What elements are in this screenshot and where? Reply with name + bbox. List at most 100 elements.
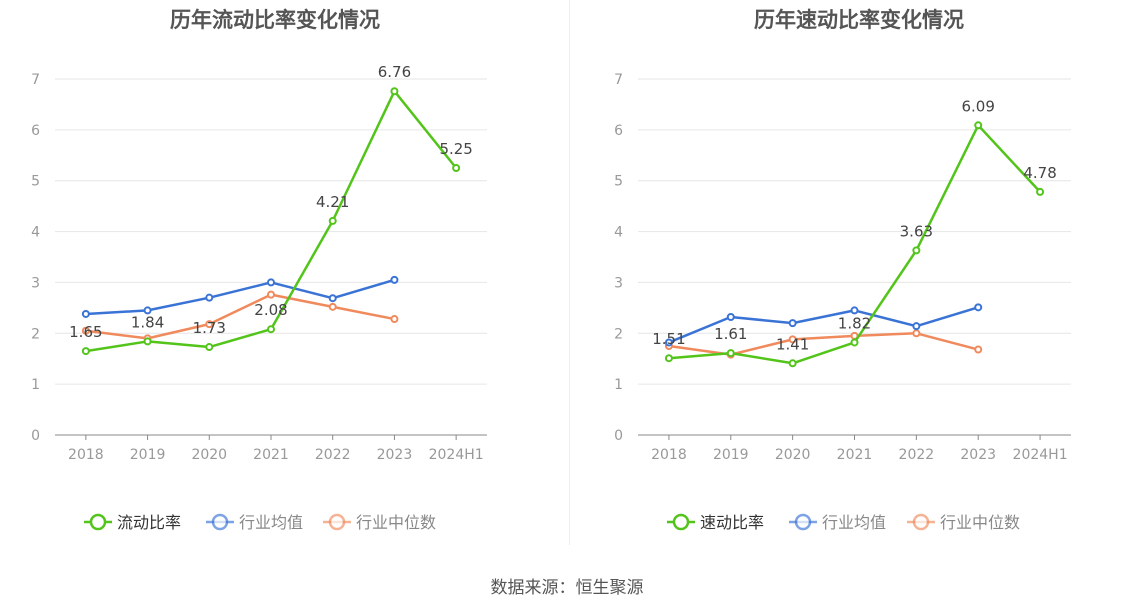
data-point [390, 315, 399, 324]
data-point [328, 216, 337, 225]
x-tick-label: 2024H1 [1013, 447, 1068, 463]
data-label: 1.61 [714, 325, 747, 343]
series-line [85, 293, 395, 340]
legend-marker [211, 513, 229, 531]
series-industry_avg [664, 303, 983, 347]
data-label: 1.84 [131, 313, 164, 331]
data-point [81, 326, 90, 335]
y-tick-label: 3 [31, 275, 40, 291]
y-tick-label: 0 [614, 428, 623, 444]
data-labels: 1.65 1.84 1.73 2.08 4.21 6.76 5.25 [69, 63, 473, 341]
data-point [1036, 187, 1045, 196]
x-tick-label: 2020 [191, 447, 227, 463]
x-tick-label: 2021 [253, 447, 289, 463]
data-point [788, 319, 797, 328]
data-label: 1.82 [838, 314, 871, 332]
data-point [267, 290, 275, 299]
legend-label: 速动比率 [700, 513, 764, 532]
y-tick-label: 5 [614, 174, 623, 190]
data-point [788, 335, 797, 344]
data-point [726, 313, 735, 322]
data-point [267, 325, 275, 334]
legend-item-industry_median[interactable]: 行业中位数 [907, 513, 1020, 532]
x-tick-label: 2019 [713, 447, 749, 463]
data-point [205, 293, 214, 302]
legend-item-company[interactable]: 速动比率 [667, 513, 764, 532]
data-point [205, 343, 214, 352]
data-point [267, 278, 275, 287]
data-label: 1.65 [69, 323, 102, 341]
data-label: 1.51 [652, 330, 685, 348]
series-industry_avg [81, 275, 399, 318]
y-tick-label: 6 [31, 123, 40, 139]
legend-item-company[interactable]: 流动比率 [84, 513, 181, 532]
quick-ratio-chart: 历年速动比率变化情况 0 1 2 3 4 5 6 7 2018 2019 2020 2021 2022 20… [614, 8, 1071, 532]
legend: 速动比率 行业均值 行业中位数 [667, 513, 1020, 532]
legend-marker [672, 513, 690, 531]
gridlines [638, 78, 1071, 385]
legend-label: 行业均值 [239, 513, 303, 532]
legend: 流动比率 行业均值 行业中位数 [84, 513, 436, 532]
y-tick-label: 5 [31, 174, 40, 190]
x-tick-label: 2023 [377, 447, 413, 463]
y-tick-label: 4 [614, 225, 623, 241]
x-tick-label: 2020 [775, 447, 811, 463]
data-point [912, 246, 921, 255]
data-label: 1.73 [193, 319, 226, 337]
series-line [85, 278, 395, 316]
y-tick-label: 7 [31, 72, 40, 88]
legend-marker [328, 513, 346, 531]
data-point [726, 349, 735, 358]
x-tick-label: 2019 [130, 447, 166, 463]
data-label: 6.76 [378, 63, 411, 81]
y-tick-label: 4 [31, 225, 40, 241]
current-ratio-chart: 历年流动比率变化情况 0 1 2 3 4 5 6 7 2018 2019 2020 2021 2022 20… [31, 8, 487, 532]
data-labels: 1.51 1.61 1.41 1.82 3.63 6.09 4.78 [652, 97, 1057, 353]
data-label: 4.78 [1023, 164, 1056, 182]
data-label: 2.08 [254, 301, 287, 319]
data-source: 数据来源：恒生聚源 [490, 578, 644, 598]
data-point [143, 337, 152, 346]
data-label: 5.25 [439, 140, 472, 158]
data-point [143, 306, 152, 315]
data-point [974, 303, 983, 312]
data-point [912, 329, 921, 338]
data-label: 6.09 [962, 97, 995, 115]
chart-divider [569, 0, 570, 545]
data-point [850, 338, 859, 347]
y-tick-label: 7 [614, 72, 623, 88]
data-label: 1.41 [776, 335, 809, 353]
data-point [974, 345, 983, 354]
legend-item-industry_avg[interactable]: 行业均值 [206, 513, 303, 532]
data-point [205, 320, 214, 329]
data-label: 3.63 [900, 222, 933, 240]
series-company [664, 121, 1045, 368]
x-tick-label: 2021 [837, 447, 873, 463]
data-point [788, 359, 797, 368]
x-tick-label: 2018 [68, 447, 104, 463]
legend-item-industry_median[interactable]: 行业中位数 [323, 513, 436, 532]
y-tick-label: 2 [614, 326, 623, 342]
legend-marker [912, 513, 930, 531]
series-company [81, 87, 461, 356]
y-tick-label: 1 [614, 377, 623, 393]
data-point [452, 164, 461, 172]
series-line [668, 306, 979, 344]
data-point [974, 121, 983, 130]
legend-label: 行业中位数 [940, 513, 1020, 532]
legend-item-industry_avg[interactable]: 行业均值 [789, 513, 886, 532]
data-point [81, 347, 90, 356]
data-point [328, 302, 337, 311]
x-tick-label: 2023 [960, 447, 996, 463]
legend-label: 行业均值 [822, 513, 886, 532]
y-tick-label: 0 [31, 428, 40, 444]
data-point [912, 322, 921, 331]
y-tick-label: 2 [31, 326, 40, 342]
chart-title: 历年速动比率变化情况 [754, 8, 964, 32]
x-tick-label: 2024H1 [429, 447, 484, 463]
legend-label: 流动比率 [117, 513, 181, 532]
data-point [850, 306, 859, 315]
legend-label: 行业中位数 [356, 513, 436, 532]
y-tick-label: 6 [614, 123, 623, 139]
